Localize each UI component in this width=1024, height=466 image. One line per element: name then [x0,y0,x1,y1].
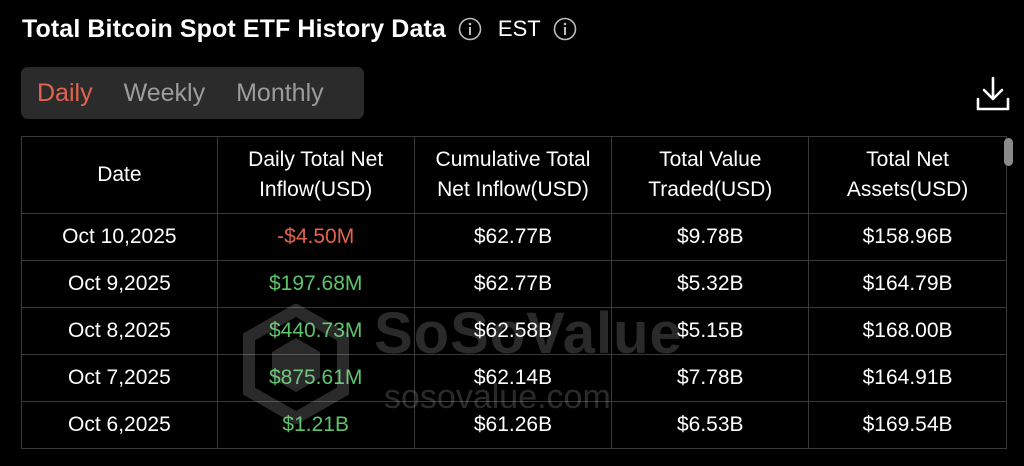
column-header-total-net-assets: Total Net Assets(USD) [808,136,1007,214]
table-row: Oct 6,2025 $1.21B $61.26B $6.53B $169.54… [21,401,1007,449]
table-row: Oct 8,2025 $440.73M $62.58B $5.15B $168.… [21,307,1007,355]
history-table-container[interactable]: Date Daily Total Net Inflow(USD) Cumulati… [21,136,1007,466]
total-value-traded-cell: $6.53B [611,401,810,449]
column-header-total-value-traded: Total Value Traded(USD) [611,136,810,214]
page-header: Total Bitcoin Spot ETF History Data EST [22,12,577,46]
table-row: Oct 7,2025 $875.61M $62.14B $7.78B $164.… [21,354,1007,402]
download-icon[interactable] [975,75,1011,113]
table-row: Oct 10,2025 -$4.50M $62.77B $9.78B $158.… [21,213,1007,261]
column-header-date: Date [21,136,218,214]
date-cell: Oct 8,2025 [21,307,218,355]
info-icon[interactable] [458,17,482,41]
column-header-cumulative-net-inflow: Cumulative Total Net Inflow(USD) [413,136,613,214]
total-net-assets-cell: $164.91B [808,354,1007,402]
cumulative-net-inflow-cell: $61.26B [413,401,613,449]
cumulative-net-inflow-cell: $62.77B [413,213,613,261]
daily-net-inflow-cell: $197.68M [216,260,415,308]
period-tabs: Daily Weekly Monthly [21,67,364,119]
tab-daily[interactable]: Daily [37,78,93,107]
page-title: Total Bitcoin Spot ETF History Data [22,14,446,43]
total-net-assets-cell: $158.96B [808,213,1007,261]
history-table: Date Daily Total Net Inflow(USD) Cumulati… [21,136,1007,449]
total-value-traded-cell: $7.78B [611,354,810,402]
total-value-traded-cell: $5.32B [611,260,810,308]
vertical-scrollbar[interactable] [1004,138,1013,166]
tab-monthly[interactable]: Monthly [236,78,324,107]
tab-weekly[interactable]: Weekly [123,78,206,107]
total-net-assets-cell: $169.54B [808,401,1007,449]
daily-net-inflow-cell: $440.73M [216,307,415,355]
cumulative-net-inflow-cell: $62.14B [413,354,613,402]
total-value-traded-cell: $9.78B [611,213,810,261]
cumulative-net-inflow-cell: $62.58B [413,307,613,355]
timezone-info-icon[interactable] [553,17,577,41]
daily-net-inflow-cell: $1.21B [216,401,415,449]
date-cell: Oct 6,2025 [21,401,218,449]
date-cell: Oct 10,2025 [21,213,218,261]
total-net-assets-cell: $168.00B [808,307,1007,355]
column-header-daily-net-inflow: Daily Total Net Inflow(USD) [216,136,415,214]
cumulative-net-inflow-cell: $62.77B [413,260,613,308]
daily-net-inflow-cell: -$4.50M [216,213,415,261]
date-cell: Oct 9,2025 [21,260,218,308]
table-header-row: Date Daily Total Net Inflow(USD) Cumulati… [21,136,1007,214]
daily-net-inflow-cell: $875.61M [216,354,415,402]
timezone-label: EST [497,16,541,41]
total-value-traded-cell: $5.15B [611,307,810,355]
total-net-assets-cell: $164.79B [808,260,1007,308]
date-cell: Oct 7,2025 [21,354,218,402]
table-row: Oct 9,2025 $197.68M $62.77B $5.32B $164.… [21,260,1007,308]
